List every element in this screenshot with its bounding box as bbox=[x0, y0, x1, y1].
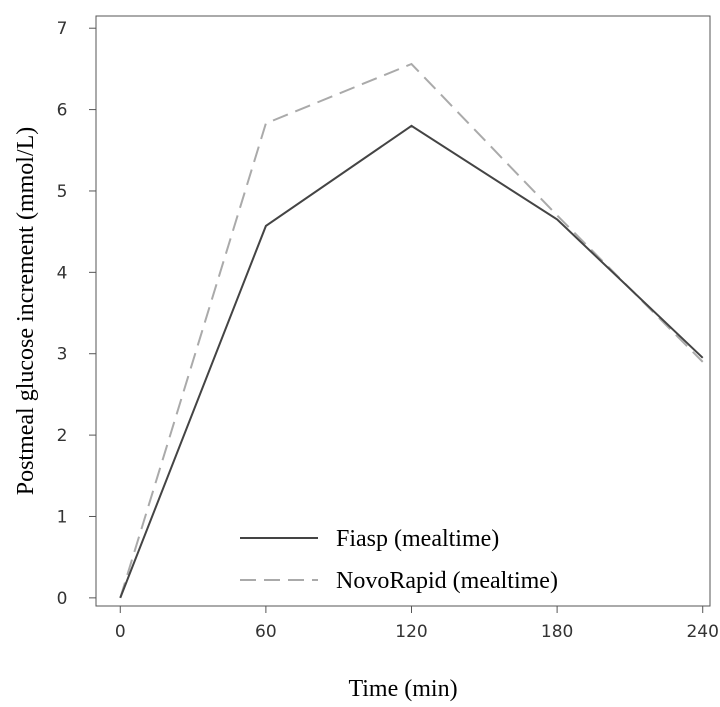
y-tick-label: 4 bbox=[57, 263, 68, 283]
x-axis-title: Time (min) bbox=[348, 676, 457, 702]
plot-frame bbox=[95, 15, 711, 607]
y-axis-title: Postmeal glucose increment (mmol/L) bbox=[13, 127, 39, 496]
x-tick-label: 60 bbox=[255, 622, 277, 642]
series-lines bbox=[119, 62, 704, 599]
legend: Fiasp (mealtime) NovoRapid (mealtime) bbox=[240, 526, 558, 594]
y-tick-label: 2 bbox=[57, 426, 68, 446]
y-tick-label: 7 bbox=[57, 19, 68, 39]
y-tick-label: 0 bbox=[57, 589, 68, 609]
x-axis-ticks: 0 60 120 180 240 bbox=[115, 606, 719, 642]
y-axis-ticks: 0 1 2 3 4 5 6 7 bbox=[57, 19, 96, 609]
x-tick-label: 0 bbox=[115, 622, 126, 642]
y-tick-label: 5 bbox=[57, 182, 68, 202]
legend-label: NovoRapid (mealtime) bbox=[336, 568, 558, 594]
series-line-1 bbox=[119, 124, 704, 599]
y-tick-label: 6 bbox=[57, 101, 68, 121]
x-tick-label: 120 bbox=[395, 622, 427, 642]
x-tick-label: 240 bbox=[686, 622, 718, 642]
x-tick-label: 180 bbox=[541, 622, 573, 642]
legend-label: Fiasp (mealtime) bbox=[336, 526, 499, 552]
y-tick-label: 3 bbox=[57, 345, 68, 365]
series-line-2 bbox=[119, 62, 704, 599]
y-tick-label: 1 bbox=[57, 507, 68, 527]
